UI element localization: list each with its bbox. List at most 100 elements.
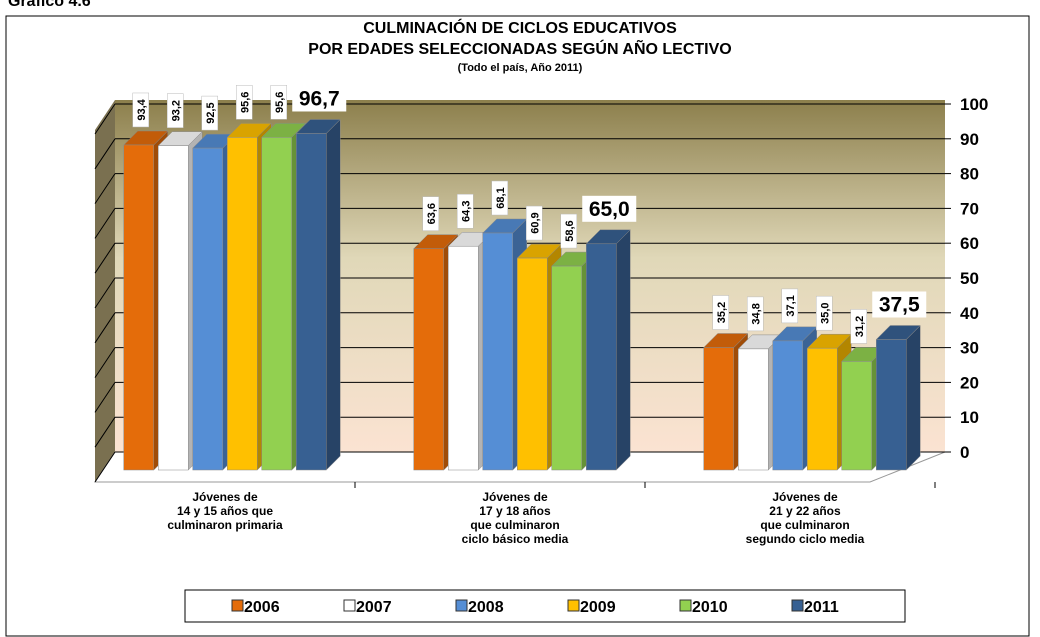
grid-line (94, 451, 116, 483)
x-tick-label: Jóvenes de 14 y 15 años que culminaron p… (167, 490, 283, 532)
bar-side (616, 229, 631, 471)
value-label: 35,2 (716, 302, 728, 323)
grid-line (94, 347, 116, 378)
chart-title: CULMINACIÓN DE CICLOS EDUCATIVOS POR EDA… (308, 20, 732, 58)
value-label: 31,2 (854, 316, 866, 337)
legend-swatch (231, 599, 244, 612)
legend-label: 2007 (356, 599, 392, 616)
y-tick-label: 70 (960, 199, 979, 218)
value-label: 95,6 (239, 92, 251, 113)
bar-front (448, 245, 479, 471)
value-label: 95,6 (274, 92, 286, 113)
bar (295, 118, 341, 471)
value-label: 58,6 (564, 220, 576, 241)
bar-front (841, 361, 872, 471)
value-label-box (201, 95, 218, 131)
value-label: 92,5 (205, 102, 217, 123)
value-label-box (582, 195, 637, 222)
bar-front (586, 243, 617, 471)
y-tick-label: 0 (960, 443, 969, 462)
bar-side (906, 324, 921, 471)
y-tick-label: 80 (960, 165, 979, 184)
grid-line (94, 242, 116, 274)
value-label-box (422, 196, 439, 231)
bar (875, 324, 921, 471)
y-tick-label: 50 (960, 269, 979, 288)
value-label: 63,6 (426, 203, 438, 224)
grid-line (94, 312, 116, 344)
bar-front (261, 137, 292, 471)
value-label: 37,5 (879, 294, 920, 317)
bar-front (517, 257, 548, 471)
value-label-box (292, 85, 347, 112)
value-label: 93,4 (136, 98, 148, 120)
value-label-box (236, 85, 253, 120)
grid-line (94, 173, 116, 204)
legend-label: 2008 (468, 599, 504, 616)
value-label-box (167, 93, 184, 128)
side-wall (95, 100, 115, 482)
bar-front (192, 147, 223, 471)
bar-front (807, 347, 838, 471)
bar-side (326, 118, 341, 471)
value-label: 96,7 (299, 87, 340, 110)
grid-line (94, 416, 116, 448)
frame (5, 15, 1030, 637)
bar-front (123, 144, 154, 471)
value-label-box (781, 288, 798, 324)
legend (184, 589, 906, 623)
bar-front (876, 339, 907, 471)
value-label: 35,0 (819, 302, 831, 323)
grid-line (94, 103, 116, 135)
value-label: 65,0 (589, 198, 630, 221)
grid-line (94, 138, 116, 170)
grid-line (94, 382, 116, 413)
value-label: 93,2 (170, 100, 182, 121)
bar (123, 130, 169, 471)
value-label-box (526, 205, 543, 241)
value-label: 34,8 (750, 303, 762, 324)
bar-front (482, 232, 513, 471)
legend-label: 2009 (580, 599, 616, 616)
bar-front (703, 347, 734, 471)
y-tick-label: 30 (960, 339, 979, 358)
grid-line (94, 208, 116, 239)
legend-swatch (791, 599, 804, 612)
legend-label: 2011 (804, 599, 839, 616)
value-label-box (560, 213, 577, 249)
y-tick-label: 10 (960, 408, 979, 427)
y-tick-label: 20 (960, 373, 979, 392)
value-label-box (132, 92, 149, 128)
legend-swatch (679, 599, 692, 612)
y-tick-label: 40 (960, 304, 979, 323)
value-label-box (747, 296, 764, 332)
value-label-box (872, 291, 927, 318)
value-label: 37,1 (785, 295, 797, 316)
legend-label: 2006 (244, 599, 280, 616)
legend-swatch (455, 599, 468, 612)
bar-front (772, 340, 803, 471)
value-label: 68,1 (495, 187, 507, 208)
bar-front (296, 133, 327, 471)
bar (157, 131, 203, 471)
value-label: 60,9 (529, 212, 541, 233)
x-tick-label: Jóvenes de 17 y 18 años que culminaron c… (461, 490, 569, 546)
legend-label: 2010 (692, 599, 728, 616)
value-label-box (712, 295, 729, 330)
legend-swatch (343, 599, 356, 612)
y-tick-label: 90 (960, 130, 979, 149)
bar (585, 229, 631, 471)
x-tick-label: Jóvenes de 21 y 22 años que culminaron s… (745, 490, 865, 546)
bar-front (227, 137, 258, 471)
y-tick-label: 100 (960, 95, 988, 114)
value-label-box (850, 309, 867, 344)
bar-front (158, 145, 189, 471)
value-label: 64,3 (460, 201, 472, 222)
chart-subtitle: (Todo el país, Año 2011) (457, 62, 583, 74)
value-label-box (457, 193, 474, 229)
bar-front (738, 348, 769, 471)
value-label-box (816, 295, 833, 331)
bar-front (551, 265, 582, 471)
grid-line (94, 277, 116, 309)
